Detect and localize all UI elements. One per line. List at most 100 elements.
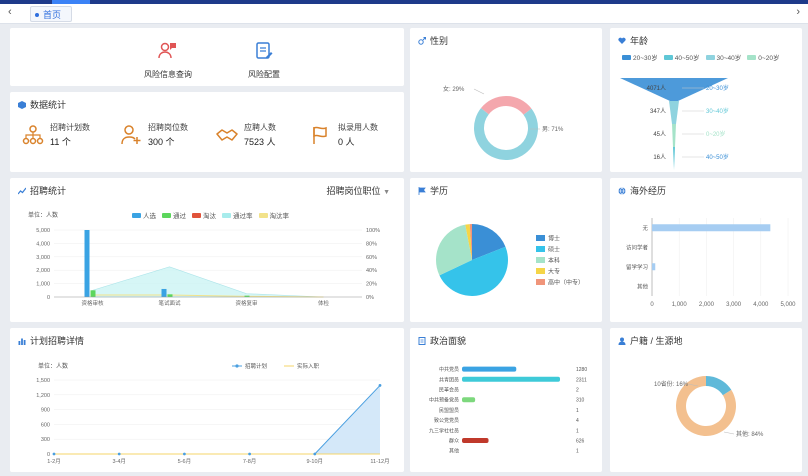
bar-共青团员 <box>462 376 560 382</box>
native-label-provinces: 10省份: 16% <box>654 380 689 388</box>
recruit-legend-item[interactable]: 人选 <box>132 210 156 220</box>
x-tick-label: 3,000 <box>726 302 742 308</box>
pie-slice-男 <box>474 108 538 160</box>
policy-value: 310 <box>576 398 585 404</box>
recruit-legend-item[interactable]: 通过率 <box>222 210 253 220</box>
x-tick-label: 资格审核 <box>81 299 104 307</box>
stat-plans-value: 11 个 <box>50 137 71 147</box>
user-alert-icon <box>158 42 176 59</box>
edu-legend-swatch <box>536 246 545 252</box>
plan-point <box>313 452 317 456</box>
native-title: 户籍 / 生源地 <box>618 334 683 347</box>
bar-人选 <box>84 230 90 297</box>
stat-positions-value: 300 个 <box>148 137 175 147</box>
bar-通过 <box>90 290 96 297</box>
bar-通过 <box>244 295 250 297</box>
x-tick-label: 4,000 <box>753 302 769 308</box>
pie-slice-女 <box>480 96 532 115</box>
recruit-legend-item[interactable]: 淘汰率 <box>258 210 289 220</box>
pie-slice-其他 <box>676 376 736 436</box>
risk-config-button[interactable]: 风险配置 <box>224 41 304 80</box>
stats-card: 数据统计 招聘计划数 11 个 招聘岗位数 300 个 应聘人数 7523 人 拟录用… <box>10 92 404 172</box>
recruit-legend-label: 通过 <box>173 213 186 220</box>
funnel-level-0~20岁 <box>672 124 676 147</box>
recruit-filter-dropdown[interactable]: 招聘岗位职位 ▼ <box>327 184 390 197</box>
funnel-category-label: 40~50岁 <box>706 153 729 161</box>
globe-icon <box>618 186 626 195</box>
y-tick-label: 4,000 <box>36 241 50 247</box>
age-legend-item[interactable]: 40~50岁 <box>663 52 700 62</box>
overseas-title: 海外经历 <box>618 184 666 197</box>
policy-value: 4 <box>576 418 579 424</box>
x-tick-label: 11-12月 <box>370 458 389 465</box>
education-title-text: 学历 <box>430 186 449 196</box>
age-legend-item[interactable]: 0~20岁 <box>747 52 779 62</box>
bar-群众 <box>462 438 489 443</box>
y-tick-label: 5,000 <box>36 228 50 234</box>
stat-hired-value: 0 人 <box>338 137 355 147</box>
tab-bar: ‹ 首页 › <box>0 4 808 24</box>
policy-value: 626 <box>576 439 585 445</box>
chevron-left-icon[interactable]: ‹ <box>8 6 12 18</box>
legend-plan-label: 招聘计划 <box>245 362 267 370</box>
legend-swatch <box>222 212 231 218</box>
plan-point <box>117 452 121 456</box>
fail-rate-line <box>92 294 324 298</box>
user-icon <box>618 337 626 345</box>
edu-legend-label: 本科 <box>548 257 560 265</box>
stat-hired-label: 拟录用人数 <box>338 123 378 132</box>
age-legend-label: 0~20岁 <box>758 55 780 62</box>
stat-applicants: 应聘人数 7523 人 <box>216 122 276 148</box>
edu-legend-label: 博士 <box>548 235 560 243</box>
policy-label: 共青团员 <box>439 376 459 383</box>
recruit-title: 招聘统计 <box>18 184 66 197</box>
bar-留学学习 <box>652 263 656 271</box>
policy-label: 九三学社社员 <box>429 427 459 434</box>
y-tick-label: 2,000 <box>36 268 50 274</box>
policy-value: 2311 <box>576 377 587 383</box>
bar-无 <box>652 224 771 232</box>
y-tick-label: 900 <box>41 408 50 414</box>
recruit-ylabel: 单位：人数 <box>28 211 58 219</box>
edu-legend-swatch <box>536 257 545 263</box>
document-icon <box>418 336 426 345</box>
tab-home[interactable]: 首页 <box>30 6 73 22</box>
funnel-category-label: 0~20岁 <box>706 130 726 138</box>
legend-swatch <box>162 212 171 218</box>
cube-icon <box>18 100 26 109</box>
recruit-legend-item[interactable]: 淘汰 <box>192 210 216 220</box>
y2-tick-label: 0% <box>366 295 374 301</box>
x-tick-label: 7-8月 <box>243 458 256 465</box>
edu-legend-swatch <box>536 235 545 241</box>
stats-title-text: 数据统计 <box>30 100 67 110</box>
risk-config-label: 风险配置 <box>248 70 280 79</box>
handshake-icon <box>216 129 238 141</box>
plan-point <box>52 452 56 456</box>
funnel-count-label: 347人 <box>650 108 666 115</box>
risk-query-button[interactable]: 风险信息查询 <box>128 41 208 80</box>
y2-tick-label: 100% <box>366 228 380 234</box>
policy-label: 群众 <box>449 438 459 445</box>
recruit-legend-item[interactable]: 通过 <box>162 210 186 220</box>
policy-label: 中共党员 <box>439 366 459 373</box>
political-card: 政治面貌 中共党员 1280 共青团员 2311 民革会员 2 中共预备党员 310 民盟盟员 1… <box>410 328 602 472</box>
y2-tick-label: 60% <box>366 255 377 261</box>
chevron-right-icon[interactable]: › <box>796 6 800 18</box>
political-title-text: 政治面貌 <box>430 336 467 346</box>
plan-point <box>248 452 252 456</box>
age-funnel-chart: 4071人 20~30岁 347人 30~40岁 45人 0~20岁 16人 40~50岁 <box>620 78 729 170</box>
x-tick-label: 体检 <box>318 299 330 307</box>
y-tick-label: 600 <box>41 422 50 428</box>
x-tick-label: 0 <box>650 302 654 308</box>
age-legend-item[interactable]: 30~40岁 <box>705 52 741 62</box>
y2-tick-label: 80% <box>366 241 377 247</box>
legend-swatch <box>258 212 268 218</box>
category-label: 其他 <box>637 282 649 290</box>
funnel-level-30~40岁 <box>669 101 679 124</box>
tab-home-label: 首页 <box>43 10 62 20</box>
x-tick-label: 2,000 <box>699 302 715 308</box>
age-legend-item[interactable]: 20~30岁 <box>622 52 658 62</box>
flag-small-icon <box>418 186 426 195</box>
recruit-legend-label: 淘汰 <box>203 213 216 220</box>
